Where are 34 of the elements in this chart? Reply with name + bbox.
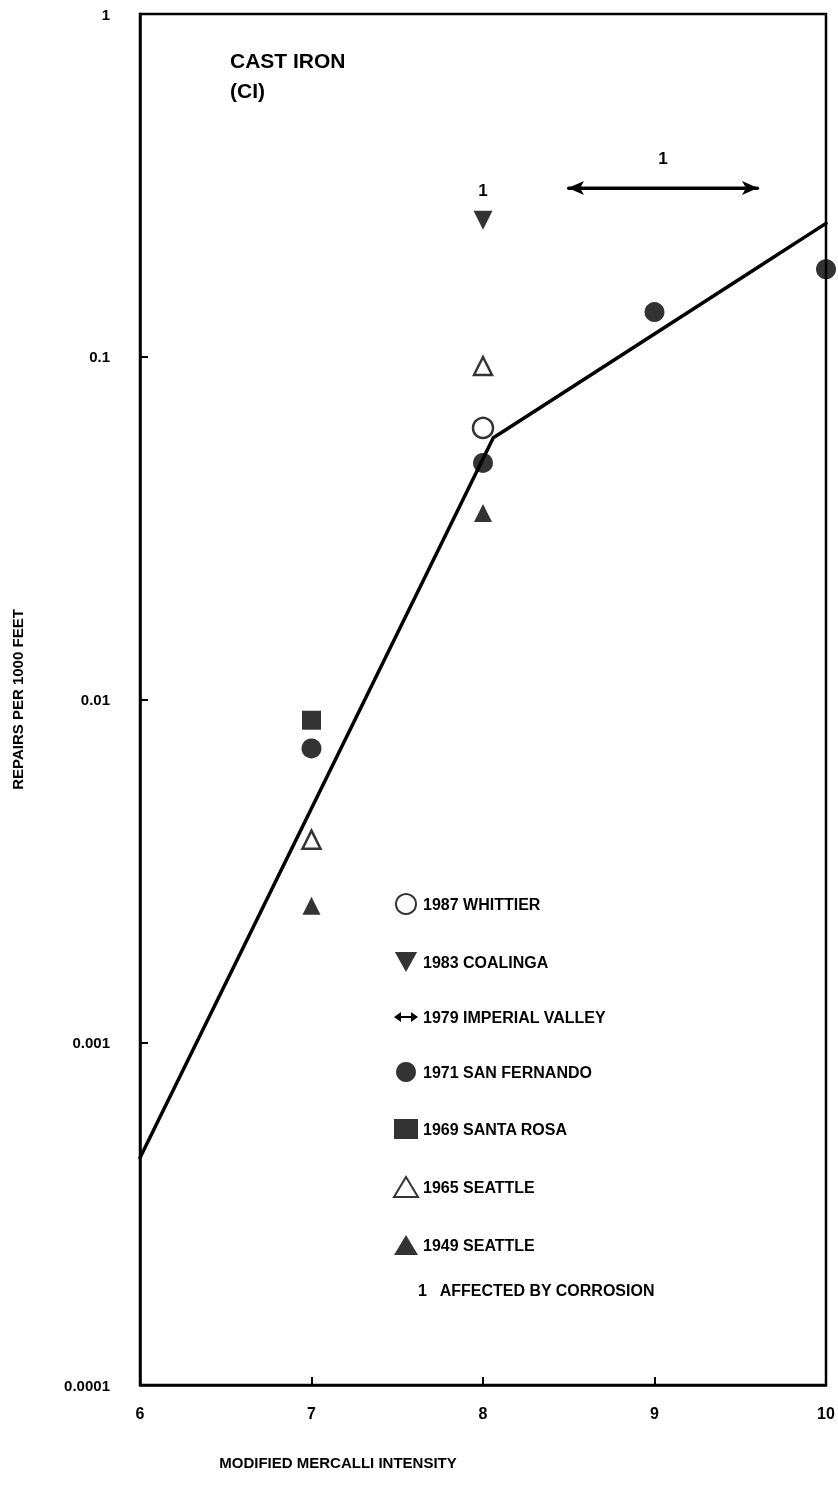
y-tick-label: 0.01: [80, 691, 110, 708]
legend-label: 1983 COALINGA: [423, 953, 549, 971]
legend-label: 1949 SEATTLE: [423, 1236, 536, 1254]
annotation: 1 AFFECTED BY CORROSION: [418, 1281, 655, 1299]
x-tick-label: 6: [135, 1404, 145, 1422]
point: [816, 259, 836, 280]
y-tick-label: 0.0001: [64, 1376, 110, 1394]
y-axis-title: REPAIRS PER 1000 FEET: [9, 609, 26, 790]
annotation: 1: [658, 148, 668, 168]
point: [301, 829, 322, 850]
legend-label: 1971 SAN FERNANDO: [423, 1063, 592, 1081]
x-tick-label: 7: [307, 1404, 317, 1422]
annotation: 1: [478, 180, 488, 200]
point: [472, 355, 494, 377]
point: [301, 738, 322, 759]
legend-label: 1979 IMPERIAL VALLEY: [423, 1008, 606, 1026]
point: [473, 210, 493, 230]
point: [302, 896, 321, 915]
point: [473, 452, 493, 473]
point: [471, 416, 495, 440]
y-tick-label: 0.1: [89, 348, 110, 366]
x-tick-label: 8: [478, 1404, 488, 1422]
y-tick-label: 0.001: [72, 1033, 110, 1051]
point: [644, 302, 665, 323]
legend-label: 1965 SEATTLE: [423, 1178, 536, 1196]
y-tick-label: 1: [101, 5, 110, 23]
x-tick-label: 10: [817, 1404, 835, 1422]
x-axis-title: MODIFIED MERCALLI INTENSITY: [219, 1454, 457, 1471]
x-tick-label: 9: [650, 1404, 660, 1422]
point: [474, 504, 492, 523]
point: [302, 710, 321, 730]
legend-label: 1987 WHITTIER: [423, 895, 541, 913]
text: CAST IRON (CI): [230, 48, 352, 102]
legend-label: 1969 SANTA ROSA: [423, 1120, 568, 1138]
